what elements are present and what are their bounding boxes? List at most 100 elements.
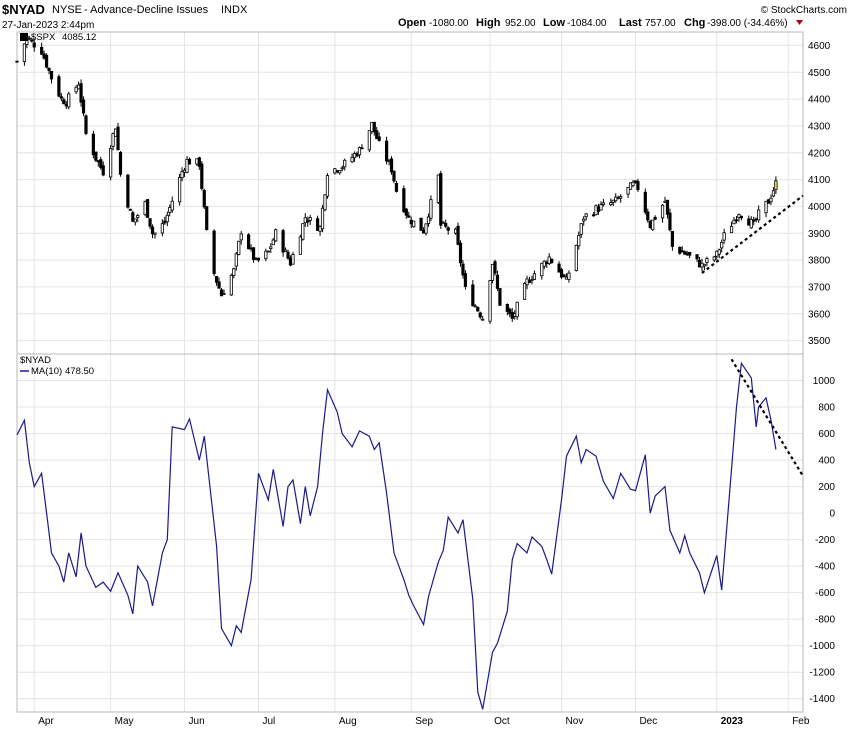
candle bbox=[579, 223, 583, 235]
candle bbox=[631, 181, 635, 187]
candle bbox=[109, 148, 113, 178]
x-tick-label: Dec bbox=[639, 716, 657, 727]
candle bbox=[67, 93, 71, 108]
candle bbox=[27, 37, 31, 40]
candle bbox=[567, 272, 571, 280]
candle bbox=[729, 225, 734, 234]
candle bbox=[229, 274, 233, 296]
candle bbox=[355, 153, 359, 157]
lower-y-tick-label: -1400 bbox=[809, 694, 835, 705]
candle bbox=[527, 280, 532, 283]
watermark: © StockCharts.com bbox=[761, 5, 847, 16]
candle bbox=[44, 54, 49, 68]
candle bbox=[185, 158, 189, 173]
candle bbox=[700, 262, 704, 268]
candle bbox=[594, 205, 598, 216]
candle bbox=[712, 256, 716, 261]
candle bbox=[264, 250, 268, 260]
lower-legend: $NYAD MA(10) 478.50 bbox=[20, 355, 94, 377]
candle bbox=[409, 219, 413, 225]
candle bbox=[57, 76, 61, 97]
candle bbox=[343, 159, 347, 168]
candle bbox=[360, 147, 364, 150]
candle bbox=[59, 96, 63, 99]
spx-candles bbox=[15, 35, 778, 325]
candle bbox=[22, 43, 26, 62]
candle bbox=[118, 151, 123, 175]
candle bbox=[168, 207, 172, 213]
candle bbox=[136, 215, 140, 218]
upper-legend: $SPX 4085.12 bbox=[20, 32, 96, 43]
candle bbox=[663, 200, 667, 203]
chg-value: -398.00 (-34.46%) bbox=[707, 18, 788, 29]
candle bbox=[498, 288, 502, 306]
candle bbox=[316, 218, 320, 231]
candle bbox=[232, 268, 236, 276]
datetime: 27-Jan-2023 2:44pm bbox=[2, 20, 94, 31]
candle bbox=[283, 249, 288, 252]
upper-grid bbox=[17, 32, 803, 354]
candle bbox=[545, 261, 549, 264]
lower-y-tick-label: 0 bbox=[829, 509, 835, 520]
candle bbox=[219, 289, 224, 297]
upper-y-tick-label: 3900 bbox=[808, 229, 831, 240]
candle bbox=[564, 276, 569, 280]
candle bbox=[680, 250, 684, 253]
candle bbox=[584, 213, 588, 218]
candle bbox=[269, 246, 273, 249]
candle bbox=[532, 273, 537, 280]
candle bbox=[96, 160, 100, 163]
candle bbox=[665, 199, 670, 215]
candle bbox=[387, 160, 391, 163]
lower-y-tick-label: -1200 bbox=[809, 668, 835, 679]
candle bbox=[274, 229, 278, 242]
candle bbox=[651, 219, 655, 231]
candle bbox=[769, 197, 773, 203]
candle bbox=[291, 253, 295, 265]
candle bbox=[308, 217, 312, 221]
candle bbox=[653, 216, 657, 220]
upper-y-tick-label: 4400 bbox=[808, 95, 831, 106]
candle bbox=[84, 115, 88, 134]
candle bbox=[688, 251, 692, 256]
upper-y-axis: 3500 3600 3700 3800 3900 4000 4100 4200 4300 4400… bbox=[808, 41, 831, 347]
candle bbox=[722, 232, 726, 241]
candle bbox=[306, 220, 310, 223]
candle bbox=[94, 151, 98, 161]
candle bbox=[64, 103, 68, 107]
candle bbox=[705, 258, 709, 263]
upper-y-tick-label: 4000 bbox=[808, 202, 831, 213]
candle bbox=[720, 241, 724, 249]
x-tick-label: May bbox=[115, 716, 134, 727]
candle bbox=[559, 269, 564, 278]
x-tick-label: 2023 bbox=[721, 716, 744, 727]
candle bbox=[15, 60, 19, 63]
candle bbox=[436, 174, 440, 203]
candle bbox=[557, 263, 561, 273]
candle bbox=[301, 223, 305, 240]
candle bbox=[591, 214, 596, 217]
x-tick-label: Jun bbox=[189, 716, 205, 727]
lower-y-tick-label: 600 bbox=[818, 429, 835, 440]
candle bbox=[626, 187, 630, 195]
high-value: 952.00 bbox=[505, 18, 536, 29]
candle bbox=[614, 196, 618, 202]
candle bbox=[633, 180, 638, 183]
upper-panel-frame bbox=[16, 31, 804, 355]
candle bbox=[599, 204, 603, 211]
candle bbox=[609, 202, 613, 206]
candle bbox=[357, 147, 362, 156]
candle bbox=[678, 246, 682, 254]
candle bbox=[394, 183, 399, 192]
candle bbox=[377, 136, 381, 141]
candle bbox=[461, 263, 465, 276]
candle bbox=[404, 208, 408, 216]
candle bbox=[490, 263, 495, 281]
candle bbox=[697, 259, 702, 268]
candle bbox=[513, 313, 517, 317]
candle bbox=[439, 173, 443, 226]
candle bbox=[458, 242, 463, 264]
candle bbox=[197, 157, 201, 167]
candle bbox=[195, 158, 199, 165]
